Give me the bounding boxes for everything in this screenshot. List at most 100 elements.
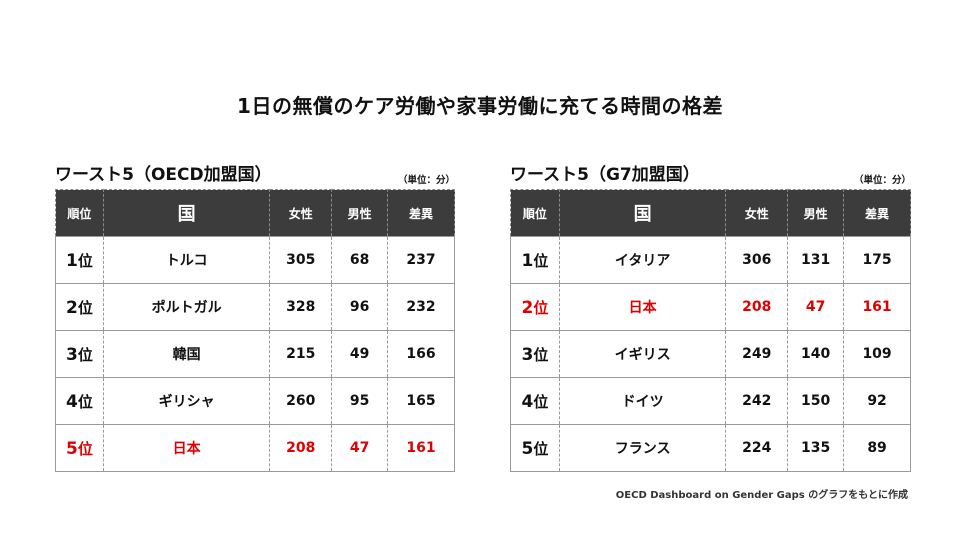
rank-suffix: 位 xyxy=(77,251,93,270)
rank-number: 3 xyxy=(66,344,78,365)
rank-suffix: 位 xyxy=(77,298,93,317)
header-gap: 差異 xyxy=(387,189,455,237)
country-cell: トルコ xyxy=(102,236,271,284)
female-cell: 208 xyxy=(269,424,333,472)
rank-suffix: 位 xyxy=(533,298,549,317)
table-row: 2位 ポルトガル 328 96 232 xyxy=(55,283,455,331)
gap-cell: 165 xyxy=(387,377,455,425)
rank-number: 5 xyxy=(66,438,78,459)
table-row: 1位 イタリア 306 131 175 xyxy=(510,236,911,284)
rank-cell: 4位 xyxy=(55,377,104,425)
source-note: OECD Dashboard on Gender Gaps のグラフをもとに作成 xyxy=(615,490,908,501)
female-cell: 260 xyxy=(269,377,333,425)
header-country: 国 xyxy=(558,189,727,237)
rank-cell: 5位 xyxy=(55,424,104,472)
country-cell: イギリス xyxy=(558,330,727,378)
country-cell: 日本 xyxy=(102,424,271,472)
female-cell: 328 xyxy=(269,283,333,331)
male-cell: 68 xyxy=(331,236,389,284)
male-cell: 47 xyxy=(787,283,845,331)
page-title: 1日の無償のケア労働や家事労働に充てる時間の格差 xyxy=(237,94,723,118)
gap-cell: 166 xyxy=(387,330,455,378)
rank-number: 2 xyxy=(66,297,78,318)
rank-number: 4 xyxy=(521,391,534,412)
male-cell: 95 xyxy=(331,377,389,425)
country-cell: ギリシャ xyxy=(102,377,271,425)
rank-cell: 1位 xyxy=(510,236,560,284)
table-row: 4位 ドイツ 242 150 92 xyxy=(510,377,911,425)
table-header-row: 順位 国 女性 男性 差異 xyxy=(55,189,455,237)
rank-cell: 3位 xyxy=(55,330,104,378)
country-cell: フランス xyxy=(558,424,727,472)
gap-cell: 232 xyxy=(387,283,455,331)
country-cell: 日本 xyxy=(558,283,727,331)
gap-cell: 175 xyxy=(843,236,911,284)
country-cell: イタリア xyxy=(558,236,727,284)
rank-cell: 5位 xyxy=(510,424,560,472)
country-cell: ドイツ xyxy=(558,377,727,425)
rank-cell: 2位 xyxy=(510,283,560,331)
male-cell: 96 xyxy=(331,283,389,331)
gap-cell: 89 xyxy=(843,424,911,472)
rank-cell: 2位 xyxy=(55,283,104,331)
table-row: 5位 フランス 224 135 89 xyxy=(510,424,911,472)
male-cell: 131 xyxy=(787,236,845,284)
table-header-row: 順位 国 女性 男性 差異 xyxy=(510,189,911,237)
country-cell: 韓国 xyxy=(102,330,271,378)
male-cell: 49 xyxy=(331,330,389,378)
oecd-unit-note: （単位：分） xyxy=(397,175,455,186)
header-female: 女性 xyxy=(725,189,789,237)
g7-panel-title: ワースト5（G7加盟国） xyxy=(510,165,700,185)
gap-cell: 237 xyxy=(387,236,455,284)
female-cell: 224 xyxy=(725,424,789,472)
male-cell: 140 xyxy=(787,330,845,378)
female-cell: 306 xyxy=(725,236,789,284)
rank-number: 4 xyxy=(66,391,78,412)
female-cell: 215 xyxy=(269,330,333,378)
country-cell: ポルトガル xyxy=(102,283,271,331)
gap-cell: 161 xyxy=(843,283,911,331)
rank-suffix: 位 xyxy=(77,392,93,411)
rank-suffix: 位 xyxy=(77,345,93,364)
rank-suffix: 位 xyxy=(533,251,549,270)
header-female: 女性 xyxy=(269,189,333,237)
female-cell: 242 xyxy=(725,377,789,425)
g7-ranking-table: 順位 国 女性 男性 差異 1位 イタリア 306 131 175 2位 日本 208 47 16… xyxy=(510,189,911,472)
rank-suffix: 位 xyxy=(77,439,93,458)
rank-number: 1 xyxy=(521,250,534,271)
female-cell: 305 xyxy=(269,236,333,284)
gap-cell: 109 xyxy=(843,330,911,378)
gap-cell: 92 xyxy=(843,377,911,425)
header-rank: 順位 xyxy=(510,189,560,237)
header-country: 国 xyxy=(102,189,271,237)
male-cell: 135 xyxy=(787,424,845,472)
table-row: 4位 ギリシャ 260 95 165 xyxy=(55,377,455,425)
rank-suffix: 位 xyxy=(533,439,549,458)
oecd-ranking-table: 順位 国 女性 男性 差異 1位 トルコ 305 68 237 2位 ポルトガル 328 96 2… xyxy=(55,189,455,472)
rank-cell: 1位 xyxy=(55,236,104,284)
table-row: 3位 韓国 215 49 166 xyxy=(55,330,455,378)
gap-cell: 161 xyxy=(387,424,455,472)
rank-number: 2 xyxy=(521,297,534,318)
rank-number: 1 xyxy=(66,250,78,271)
rank-suffix: 位 xyxy=(533,392,549,411)
rank-cell: 4位 xyxy=(510,377,560,425)
header-rank: 順位 xyxy=(55,189,104,237)
header-male: 男性 xyxy=(787,189,845,237)
header-male: 男性 xyxy=(331,189,389,237)
rank-cell: 3位 xyxy=(510,330,560,378)
table-row: 1位 トルコ 305 68 237 xyxy=(55,236,455,284)
female-cell: 249 xyxy=(725,330,789,378)
table-row: 3位 イギリス 249 140 109 xyxy=(510,330,911,378)
oecd-panel-title: ワースト5（OECD加盟国） xyxy=(55,165,272,185)
female-cell: 208 xyxy=(725,283,789,331)
male-cell: 150 xyxy=(787,377,845,425)
table-row: 5位 日本 208 47 161 xyxy=(55,424,455,472)
rank-suffix: 位 xyxy=(533,345,549,364)
g7-unit-note: （単位：分） xyxy=(853,175,911,186)
rank-number: 3 xyxy=(521,344,534,365)
table-row: 2位 日本 208 47 161 xyxy=(510,283,911,331)
header-gap: 差異 xyxy=(843,189,911,237)
male-cell: 47 xyxy=(331,424,389,472)
rank-number: 5 xyxy=(521,438,534,459)
